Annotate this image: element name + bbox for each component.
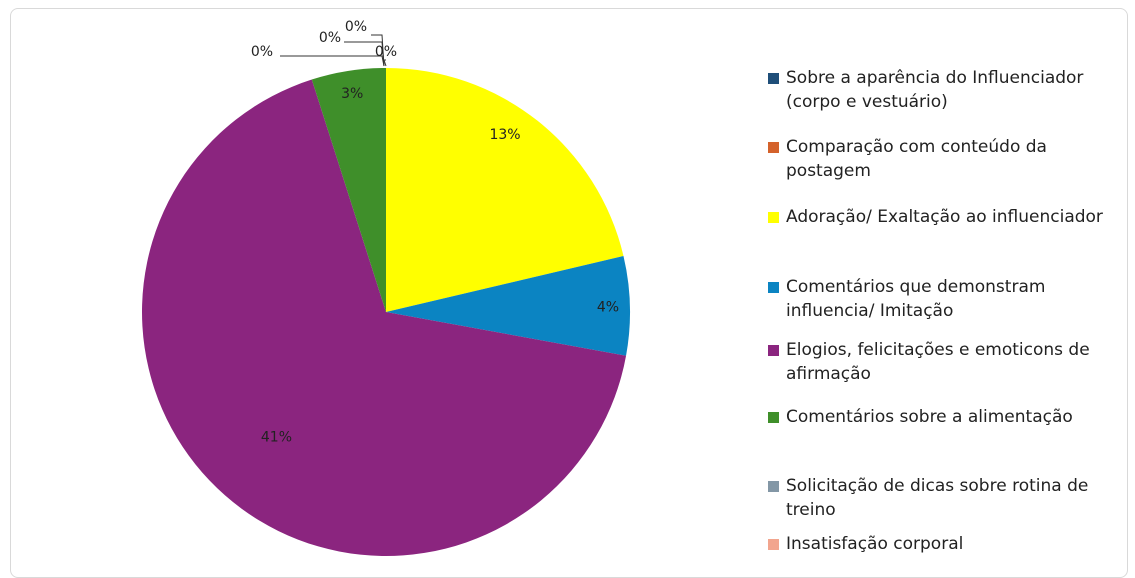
pie-data-label: 41%	[261, 430, 292, 446]
pie-data-label: 4%	[597, 299, 619, 315]
legend-item: Insatisfação corporal	[768, 532, 1128, 556]
pie-data-label: 3%	[341, 86, 363, 102]
pie-slice	[386, 68, 624, 312]
legend-swatch	[768, 73, 779, 84]
pie-data-label: 0%	[345, 19, 367, 35]
pie-slice	[141, 79, 627, 556]
legend-swatch	[768, 282, 779, 293]
legend-swatch	[768, 412, 779, 423]
legend-label: Comentários que demonstram influencia/ I…	[786, 277, 1046, 321]
legend-swatch	[768, 142, 779, 153]
legend-item: Comentários que demonstram influencia/ I…	[768, 275, 1128, 323]
pie-slice	[311, 68, 386, 312]
legend-label: Comentários sobre a alimentação	[786, 407, 1073, 427]
legend-swatch	[768, 345, 779, 356]
pie-slice	[386, 255, 630, 356]
legend: Sobre a aparência do Influenciador (corp…	[768, 66, 1128, 556]
legend-swatch	[768, 539, 779, 550]
leader-line	[383, 59, 387, 67]
legend-label: Sobre a aparência do Influenciador (corp…	[786, 68, 1084, 112]
legend-item: Adoração/ Exaltação ao influenciador	[768, 205, 1128, 229]
pie-data-label: 0%	[251, 44, 273, 60]
legend-item: Comentários sobre a alimentação	[768, 405, 1128, 429]
leader-line	[280, 55, 385, 67]
legend-label: Comparação com conteúdo da postagem	[786, 137, 1047, 181]
legend-item: Elogios, felicitações e emoticons de afi…	[768, 338, 1128, 386]
legend-label: Elogios, felicitações e emoticons de afi…	[786, 340, 1090, 384]
legend-label: Insatisfação corporal	[786, 534, 964, 554]
pie-data-label: 0%	[375, 44, 397, 60]
legend-label: Adoração/ Exaltação ao influenciador	[786, 207, 1103, 227]
leader-line	[371, 34, 385, 67]
legend-item: Solicitação de dicas sobre rotina de tre…	[768, 474, 1128, 522]
legend-swatch	[768, 212, 779, 223]
legend-swatch	[768, 481, 779, 492]
legend-label: Solicitação de dicas sobre rotina de tre…	[786, 476, 1089, 520]
pie-data-label: 13%	[489, 127, 520, 143]
legend-item: Comparação com conteúdo da postagem	[768, 135, 1128, 183]
pie-data-label: 0%	[319, 30, 341, 46]
pie-chart: 0%0%13%4%41%3%0%0%	[141, 19, 630, 556]
legend-item: Sobre a aparência do Influenciador (corp…	[768, 66, 1128, 114]
